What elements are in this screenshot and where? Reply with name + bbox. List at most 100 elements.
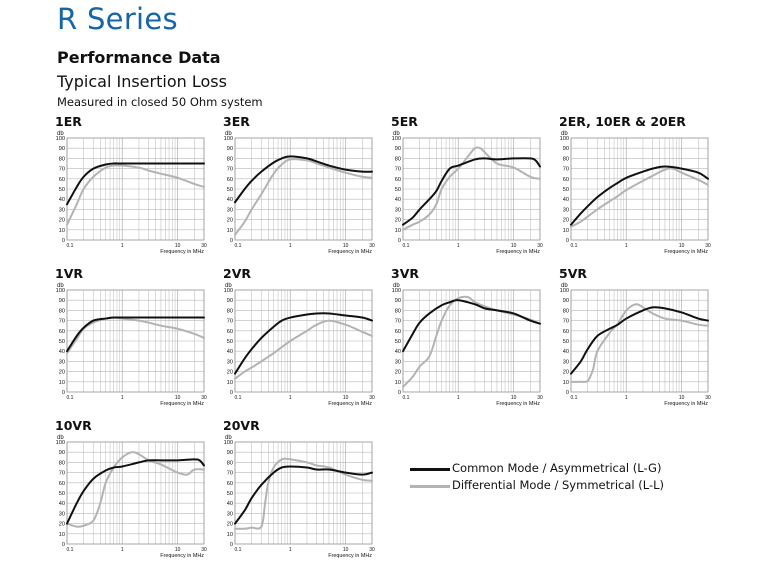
chart-panel: 2VR db 0 10 20 30 40 50 60 70 80 90 100 0.1 1 10 30 Freq…: [222, 266, 392, 419]
x-tick-label: 10: [511, 243, 517, 249]
x-tick-label: 10: [175, 395, 181, 401]
y-tick-label: 80: [395, 308, 401, 314]
y-axis-label: db: [393, 131, 400, 137]
x-tick-label: 1: [289, 547, 292, 553]
y-tick-label: 70: [227, 471, 233, 477]
y-tick-label: 30: [59, 207, 65, 213]
y-tick-label: 20: [563, 218, 569, 224]
y-tick-label: 60: [227, 481, 233, 487]
y-tick-label: 60: [395, 329, 401, 335]
y-tick-label: 30: [563, 207, 569, 213]
chart-title: 2VR: [223, 266, 251, 281]
chart-title: 3ER: [223, 114, 250, 129]
chart-panel: 5VR db 0 10 20 30 40 50 60 70 80 90 100 0.1 1 10 30 Freq…: [558, 266, 728, 419]
y-tick-label: 50: [59, 339, 65, 345]
x-tick-label: 10: [175, 243, 181, 249]
x-tick-label: 30: [369, 547, 375, 553]
y-tick-label: 90: [563, 298, 569, 304]
y-axis-label: db: [57, 131, 64, 137]
legend-swatch-common: [410, 468, 450, 471]
y-tick-label: 60: [563, 177, 569, 183]
x-axis-label: Frequency in MHz: [496, 249, 540, 255]
series-line-common-mode: [570, 306, 709, 375]
series-line-common-mode: [402, 157, 541, 226]
y-tick-label: 0: [566, 390, 569, 396]
x-axis-label: Frequency in MHz: [160, 401, 204, 407]
chart-panel: 2ER, 10ER & 20ER db 0 10 20 30 40 50 60 70 80 90 10…: [558, 114, 728, 267]
y-tick-label: 40: [227, 501, 233, 507]
y-tick-label: 0: [62, 542, 65, 548]
x-tick-label: 30: [705, 243, 711, 249]
x-tick-label: 10: [343, 243, 349, 249]
y-tick-label: 90: [227, 298, 233, 304]
x-tick-label: 1: [289, 243, 292, 249]
series-line-common-mode: [234, 465, 373, 525]
y-tick-label: 80: [563, 156, 569, 162]
y-tick-label: 40: [395, 349, 401, 355]
y-axis-label: db: [57, 283, 64, 289]
y-tick-label: 100: [560, 136, 569, 142]
y-tick-label: 20: [227, 370, 233, 376]
plot-frame: [570, 137, 709, 241]
y-tick-label: 70: [59, 167, 65, 173]
y-tick-label: 20: [395, 370, 401, 376]
y-tick-label: 50: [563, 339, 569, 345]
y-tick-label: 0: [62, 390, 65, 396]
y-tick-label: 0: [230, 390, 233, 396]
measured-note: Measured in closed 50 Ohm system: [57, 95, 263, 109]
x-tick-label: 30: [705, 395, 711, 401]
x-axis-label: Frequency in MHz: [664, 249, 708, 255]
legend-swatch-differential: [410, 485, 450, 488]
y-tick-label: 80: [227, 308, 233, 314]
y-tick-label: 50: [395, 187, 401, 193]
plot-frame: [66, 441, 205, 545]
y-tick-label: 60: [227, 329, 233, 335]
chart-panel: 10VR db 0 10 20 30 40 50 60 70 80 90 100 0.1 1 10 30 Fre…: [54, 418, 224, 571]
x-tick-label: 30: [201, 547, 207, 553]
x-axis-label: Frequency in MHz: [160, 553, 204, 559]
y-axis-label: db: [57, 435, 64, 441]
y-tick-label: 70: [227, 319, 233, 325]
y-tick-label: 20: [59, 218, 65, 224]
plot-frame: [66, 289, 205, 393]
chart-panel: 1VR db 0 10 20 30 40 50 60 70 80 90 100 0.1 1 10 30 Freq…: [54, 266, 224, 419]
chart-panel: 3ER db 0 10 20 30 40 50 60 70 80 90 100 0.1 1 10 30 Freq…: [222, 114, 392, 267]
chart-panel: 1ER db 0 10 20 30 40 50 60 70 80 90 100 0.1 1 10 30 Freq…: [54, 114, 224, 267]
x-tick-label: 0.1: [235, 547, 242, 553]
legend-label: Common Mode / Asymmetrical (L-G): [452, 461, 662, 475]
y-tick-label: 70: [59, 471, 65, 477]
x-axis-label: Frequency in MHz: [160, 249, 204, 255]
y-tick-label: 20: [395, 218, 401, 224]
chart-title: 2ER, 10ER & 20ER: [559, 114, 686, 129]
y-tick-label: 20: [59, 370, 65, 376]
y-tick-label: 20: [227, 522, 233, 528]
y-axis-label: db: [561, 131, 568, 137]
y-tick-label: 100: [56, 136, 65, 142]
y-tick-label: 20: [227, 218, 233, 224]
y-tick-label: 50: [227, 339, 233, 345]
x-axis-label: Frequency in MHz: [328, 401, 372, 407]
y-axis-label: db: [393, 283, 400, 289]
y-tick-label: 10: [563, 380, 569, 386]
y-tick-label: 80: [59, 460, 65, 466]
chart-title: 1ER: [55, 114, 82, 129]
y-tick-label: 90: [59, 450, 65, 456]
x-tick-label: 0.1: [235, 395, 242, 401]
y-axis-label: db: [225, 283, 232, 289]
x-tick-label: 10: [679, 243, 685, 249]
series-line-common-mode: [234, 155, 373, 204]
y-tick-label: 20: [59, 522, 65, 528]
y-tick-label: 100: [56, 288, 65, 294]
series-line-common-mode: [402, 299, 541, 353]
y-axis-label: db: [561, 283, 568, 289]
series-line-differential-mode: [234, 319, 373, 380]
x-axis-label: Frequency in MHz: [328, 553, 372, 559]
y-tick-label: 10: [395, 228, 401, 234]
y-tick-label: 80: [395, 156, 401, 162]
y-tick-label: 10: [563, 228, 569, 234]
